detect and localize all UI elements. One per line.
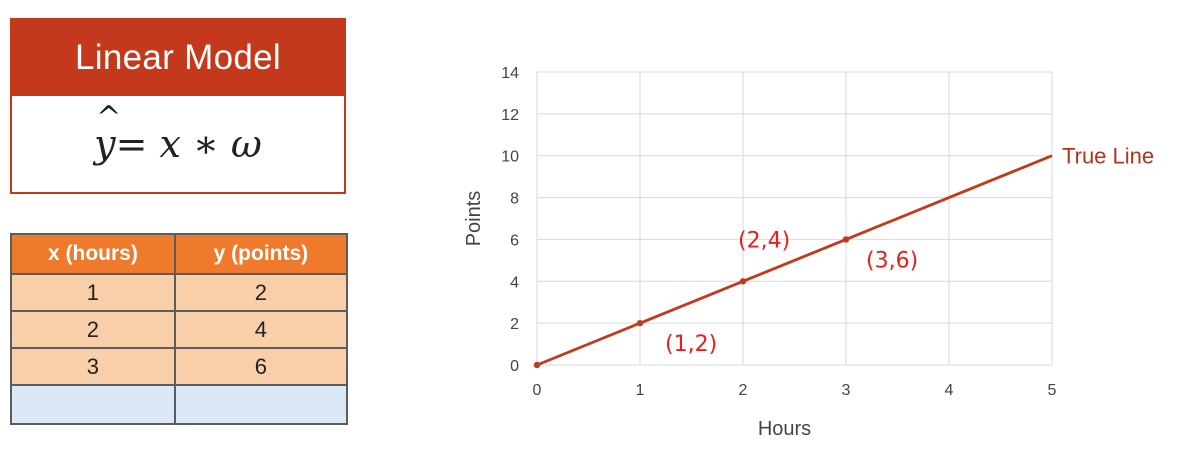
- point-annotation: (3,6): [866, 248, 918, 273]
- table-cell-x: 3: [10, 347, 176, 386]
- table-cell-x: 2: [10, 310, 176, 349]
- table-cell-y: 2: [173, 273, 349, 312]
- y-tick-label: 10: [501, 149, 519, 166]
- data-table: x (hours) y (points) 1 2 2 4 3 6: [10, 233, 349, 425]
- series-label: True Line: [1062, 144, 1154, 169]
- table-cell-y: [173, 384, 349, 425]
- y-tick-label: 14: [501, 65, 519, 82]
- model-title: Linear Model: [12, 20, 344, 96]
- point-annotation: (2,4): [738, 228, 790, 253]
- table-row: 2 4: [10, 310, 349, 349]
- x-tick-label: 0: [533, 382, 542, 399]
- model-formula: y = x ∗ ω: [12, 96, 344, 192]
- point-annotation: (1,2): [665, 332, 717, 357]
- x-tick-label: 2: [739, 382, 748, 399]
- y-tick-label: 8: [510, 191, 519, 208]
- x-tick-label: 4: [945, 382, 954, 399]
- x-tick-label: 1: [636, 382, 645, 399]
- table-row-empty: [10, 384, 349, 425]
- x-axis-label: Hours: [758, 418, 811, 440]
- data-point: [842, 236, 850, 243]
- table-cell-x: [10, 384, 176, 425]
- linear-model-box: Linear Model y = x ∗ ω: [10, 18, 346, 194]
- formula-lhs: y: [94, 100, 122, 166]
- data-point: [533, 361, 541, 369]
- x-tick-label: 3: [842, 382, 851, 399]
- column-header-y: y (points): [173, 233, 349, 275]
- y-tick-label: 12: [501, 107, 519, 124]
- table-cell-y: 6: [173, 347, 349, 386]
- data-point: [636, 319, 644, 327]
- table-header-row: x (hours) y (points): [10, 233, 349, 275]
- formula-rhs: = x ∗ ω: [115, 122, 262, 166]
- y-axis-label: Points: [463, 191, 485, 247]
- series-line: [536, 154, 1053, 367]
- table-row: 3 6: [10, 347, 349, 386]
- table-cell-y: 4: [173, 310, 349, 349]
- column-header-x: x (hours): [10, 233, 176, 275]
- y-tick-label: 2: [510, 316, 519, 333]
- x-tick-label: 5: [1048, 382, 1057, 399]
- table-row: 1 2: [10, 273, 349, 312]
- y-tick-label: 6: [510, 232, 519, 249]
- table-cell-x: 1: [10, 273, 176, 312]
- y-tick-label: 4: [510, 274, 519, 291]
- data-point: [739, 278, 747, 285]
- y-tick-label: 0: [510, 358, 519, 375]
